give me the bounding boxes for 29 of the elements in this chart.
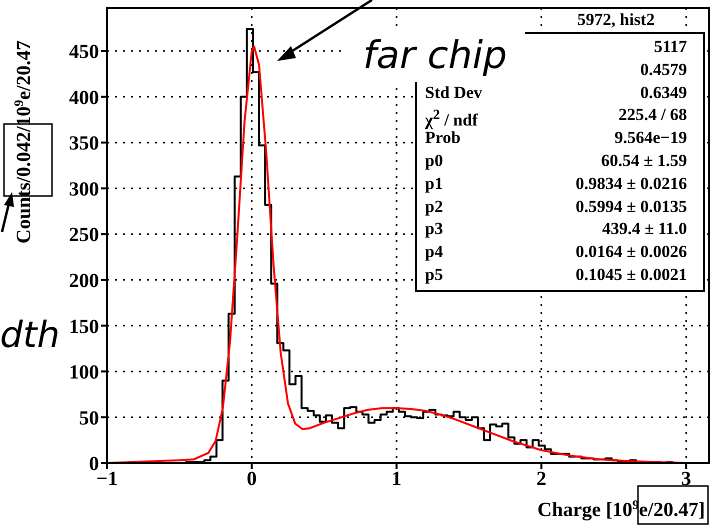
- x-tick-label: −1: [96, 468, 118, 490]
- y-tick-label: 100: [69, 362, 99, 384]
- y-tick-label: 200: [69, 270, 99, 292]
- text: p2 0.5994 ± 0.0135: [425, 196, 687, 216]
- text: p4 0.0164 ± 0.0026: [425, 242, 687, 262]
- y-tick-label: 150: [69, 316, 99, 338]
- text: p3 439.4 ± 11.0: [425, 219, 687, 238]
- y-tick-label: 350: [69, 132, 99, 155]
- x-tick-label: 2: [536, 468, 546, 490]
- text: p0 60.54 ± 1.59: [425, 151, 687, 170]
- y-tick-label: 250: [69, 224, 99, 246]
- text: p1 0.9834 ± 0.0216: [425, 174, 687, 193]
- annotation: 5972, hist2: [527, 8, 705, 34]
- y-tick-label: 50: [79, 407, 99, 430]
- x-tick-label: 0: [246, 468, 257, 490]
- y-tick-label: 450: [69, 41, 99, 64]
- text: dth: [0, 314, 60, 358]
- text: p5 0.1045 ± 0.0021: [425, 265, 687, 284]
- x-tick-label: 3: [681, 468, 692, 490]
- text: Std Dev 0.6349: [425, 82, 687, 102]
- y-tick-label: 300: [69, 178, 99, 200]
- annotation: far chip: [345, 28, 525, 82]
- text: Prob 9.564e−19: [425, 128, 687, 148]
- text: χ$^{2}$ / ndf 225.4 / 68: [425, 105, 687, 130]
- annotation: 5117: [654, 36, 687, 58]
- y-tick-label: 400: [69, 86, 99, 109]
- x-tick-label: 1: [392, 468, 402, 490]
- y-tick-label: 0: [89, 453, 99, 476]
- annotation: 0.4579: [640, 58, 687, 81]
